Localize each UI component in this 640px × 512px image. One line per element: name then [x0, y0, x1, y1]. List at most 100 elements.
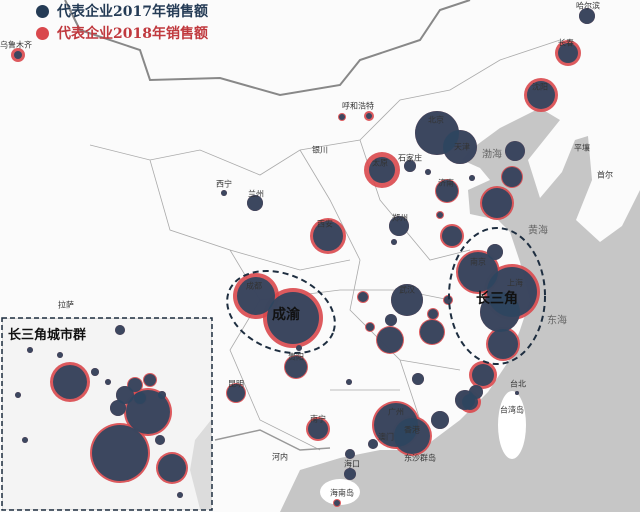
city-bubble-2017 — [515, 391, 519, 395]
city-bubble-2017 — [358, 292, 368, 302]
inset-city-bubble-2017 — [92, 425, 148, 481]
city-label: 平壤 — [574, 143, 590, 153]
city-bubble-2017 — [366, 323, 374, 331]
sea-label-east-sea: 东海 — [547, 315, 567, 327]
city-label: 兰州 — [248, 189, 264, 199]
city-bubble-2017 — [14, 51, 22, 59]
city-bubble-2017 — [237, 277, 275, 315]
city-bubble-2017 — [344, 468, 356, 480]
inset-city-bubble-2017 — [91, 368, 99, 376]
city-label: 海南岛 — [330, 488, 354, 498]
national-border — [64, 0, 471, 97]
inset-city-bubble-2017 — [144, 374, 156, 386]
inset-city-bubble-2017 — [15, 392, 21, 398]
city-label: 长春 — [558, 38, 574, 48]
city-label: 天津 — [454, 142, 470, 152]
inset-city-bubble-2017 — [134, 392, 146, 404]
city-bubble-2017 — [443, 130, 477, 164]
city-bubble-2017 — [502, 167, 522, 187]
city-bubble-2017 — [221, 190, 227, 196]
legend-label-2017: 代表企业2017年销售额 — [57, 4, 208, 20]
city-label: 呼和浩特 — [342, 101, 374, 111]
city-bubble-2017 — [296, 345, 302, 351]
yangtze-cluster-outline — [448, 227, 546, 365]
city-label: 武汉 — [399, 285, 415, 295]
city-bubble-2017 — [428, 309, 438, 319]
city-bubble-2017 — [527, 81, 555, 109]
inset-city-bubble-2017 — [116, 386, 134, 404]
city-bubble-2017 — [369, 157, 395, 183]
inset-city-bubble-2017 — [105, 379, 111, 385]
city-label: 乌鲁木齐 — [0, 40, 32, 50]
city-bubble-2017 — [579, 8, 595, 24]
city-bubble-2017 — [308, 419, 328, 439]
city-bubble-2017 — [377, 327, 403, 353]
inset-city-bubble-2017 — [27, 347, 33, 353]
city-bubble-2017 — [267, 292, 319, 344]
city-bubble-2017 — [436, 180, 458, 202]
city-bubble-2017 — [487, 244, 503, 260]
city-bubble-2017 — [458, 252, 498, 292]
legend-label-2018: 代表企业2018年销售额 — [57, 26, 208, 42]
city-bubble-2017 — [366, 113, 372, 119]
inset-title: 长三角城市群 — [8, 328, 87, 343]
city-label: 广州 — [388, 407, 404, 417]
city-bubble-2017 — [227, 384, 245, 402]
city-bubble-2017 — [558, 43, 578, 63]
city-bubble-2017 — [488, 329, 518, 359]
chengyu-label: 成渝 — [272, 307, 300, 323]
sea-label-yellow-sea: 黄海 — [528, 225, 548, 237]
inset-city-bubble-2017 — [155, 435, 165, 445]
legend-dot-2017 — [36, 4, 49, 18]
city-label: 西安 — [317, 219, 333, 229]
city-label: 香港 — [404, 425, 420, 435]
city-label: 南宁 — [310, 414, 326, 424]
city-bubble-2017 — [285, 356, 307, 378]
city-bubble-2017 — [389, 216, 409, 236]
inset-city-bubble-2017 — [57, 352, 63, 358]
city-label: 沈阳 — [532, 82, 548, 92]
bubbles-inset — [15, 325, 188, 498]
city-bubble-2017 — [431, 411, 449, 429]
city-bubble-2017 — [425, 169, 431, 175]
vietnam-border — [214, 429, 331, 451]
city-bubble-2017 — [472, 364, 494, 386]
city-label: 上海 — [507, 278, 523, 288]
city-bubble-2017 — [247, 195, 263, 211]
legend-item-2017: 代表企业2017年销售额 — [36, 0, 208, 22]
inset-city-bubble-2017 — [158, 454, 186, 482]
bubbles-main — [11, 8, 595, 507]
sea-label-bohai: 渤海 — [482, 149, 502, 161]
city-label: 西宁 — [216, 179, 232, 189]
city-label: 海口 — [344, 459, 360, 469]
city-label: 首尔 — [597, 170, 613, 180]
city-bubble-2017 — [437, 212, 443, 218]
city-bubble-2017 — [442, 226, 462, 246]
city-label: 台北 — [510, 379, 526, 389]
city-bubble-2017 — [334, 500, 340, 506]
city-bubble-2017 — [455, 390, 475, 410]
inset-city-bubble-2017 — [158, 391, 166, 399]
inset-city-bubble-2017 — [53, 365, 87, 399]
city-label: 东沙群岛 — [404, 453, 436, 463]
city-bubble-2017 — [412, 373, 424, 385]
legend-dot-2018 — [36, 26, 49, 40]
city-label: 哈尔滨 — [576, 1, 600, 11]
city-label: 济南 — [438, 178, 454, 188]
inset-city-bubble-2017 — [177, 492, 183, 498]
city-label: 河内 — [272, 452, 288, 462]
city-bubble-2017 — [339, 114, 345, 120]
inset-city-bubble-2017 — [128, 378, 142, 392]
city-bubble-2017 — [346, 379, 352, 385]
city-label: 昆明 — [228, 379, 244, 389]
city-bubble-2017 — [505, 141, 525, 161]
city-bubble-2017 — [444, 296, 452, 304]
city-label: 澳门 — [378, 432, 394, 442]
legend-item-2018: 代表企业2018年销售额 — [36, 22, 208, 44]
taiwan-island — [498, 391, 526, 459]
chengyu-cluster-outline — [226, 269, 336, 355]
city-bubble-2017 — [420, 320, 444, 344]
city-bubble-2017 — [404, 160, 416, 172]
city-label: 南京 — [470, 257, 486, 267]
